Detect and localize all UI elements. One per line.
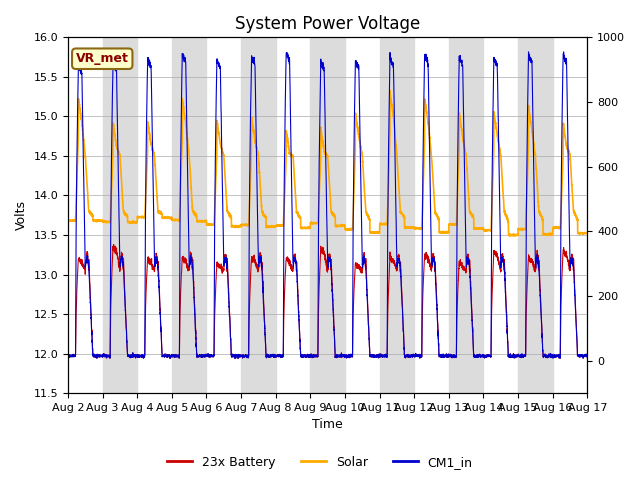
Bar (449, 37, 483, 393)
Title: System Power Voltage: System Power Voltage (235, 15, 420, 33)
X-axis label: Time: Time (312, 419, 343, 432)
Bar (241, 37, 276, 393)
Bar (588, 37, 622, 393)
Legend: 23x Battery, Solar, CM1_in: 23x Battery, Solar, CM1_in (163, 451, 477, 474)
Bar (172, 37, 207, 393)
Bar (102, 37, 137, 393)
Bar (380, 37, 414, 393)
Bar (518, 37, 553, 393)
Bar (310, 37, 345, 393)
Text: VR_met: VR_met (76, 52, 129, 65)
Y-axis label: Volts: Volts (15, 200, 28, 230)
